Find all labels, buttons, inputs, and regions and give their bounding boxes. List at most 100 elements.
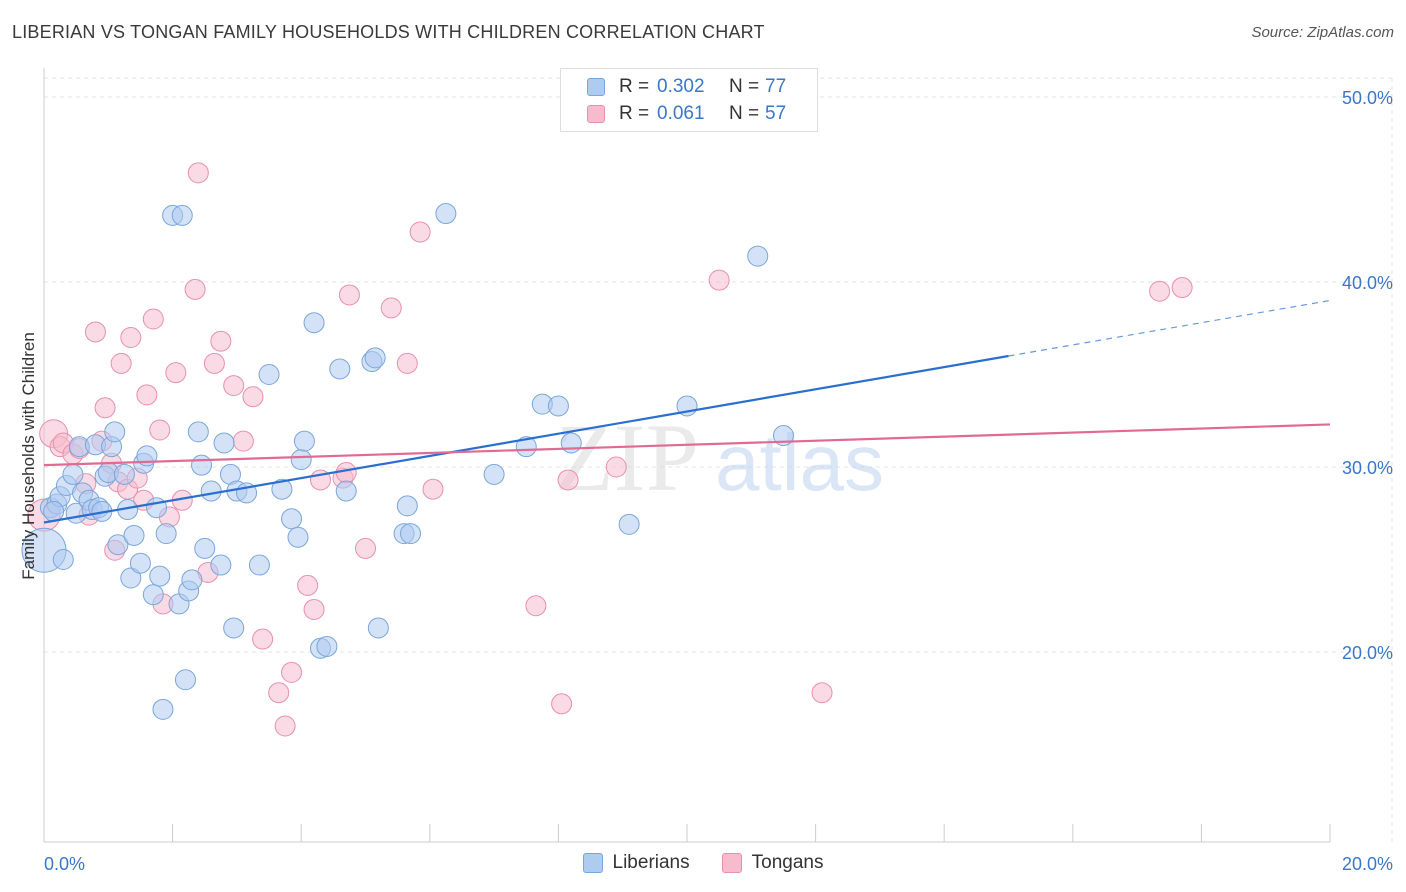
liberian-point-34 bbox=[171, 204, 193, 226]
y-tick-label-3: 50.0% bbox=[1342, 88, 1393, 108]
tongan-r-value: 0.061 bbox=[657, 103, 705, 124]
liberian-point-22 bbox=[120, 567, 142, 589]
liberian-point-39 bbox=[191, 454, 213, 476]
liberian-point-68 bbox=[515, 436, 537, 458]
tongan-point-38 bbox=[297, 574, 319, 596]
liberian-r-label: R = bbox=[619, 76, 650, 97]
x-tick-labels: 0.0% 20.0% bbox=[44, 854, 1393, 874]
tongan-point-21 bbox=[149, 419, 171, 441]
tongan-n-label: N = bbox=[729, 103, 760, 124]
tongan-point-48 bbox=[422, 478, 444, 500]
liberian-n-value: 77 bbox=[765, 76, 787, 97]
watermark: ZIP atlas bbox=[555, 404, 884, 511]
legend-row-liberians: R = 0.302 N = 77 bbox=[587, 75, 786, 99]
tongan-point-36 bbox=[274, 715, 296, 737]
y-axis-label: Family Households with Children bbox=[19, 332, 38, 580]
tongan-point-24 bbox=[165, 362, 187, 384]
y-tick-label-2: 40.0% bbox=[1342, 273, 1393, 293]
liberian-point-20 bbox=[113, 463, 135, 485]
liberian-point-67 bbox=[483, 463, 505, 485]
tongan-point-46 bbox=[396, 352, 418, 374]
tongan-point-47 bbox=[409, 221, 431, 243]
tongan-point-27 bbox=[187, 162, 209, 184]
legend-row-tongans: R = 0.061 N = 57 bbox=[587, 102, 786, 126]
liberian-point-4 bbox=[52, 549, 74, 570]
stats-legend: R = 0.302 N = 77 R = 0.061 N = 57 bbox=[560, 68, 818, 132]
legend-item-tongans: Tongans bbox=[721, 852, 824, 874]
liberian-point-61 bbox=[364, 347, 386, 369]
tongan-point-44 bbox=[355, 537, 376, 559]
liberian-point-35 bbox=[174, 669, 196, 691]
series-legend: Liberians Tongans bbox=[0, 852, 1406, 874]
tongan-point-26 bbox=[184, 278, 206, 300]
liberian-point-71 bbox=[560, 432, 582, 454]
liberian-point-31 bbox=[155, 523, 177, 545]
tongan-point-10 bbox=[94, 397, 116, 419]
liberian-n-label: N = bbox=[729, 76, 760, 97]
tongan-point-8 bbox=[84, 321, 106, 343]
tongan-point-34 bbox=[252, 628, 274, 650]
tongan-point-54 bbox=[811, 682, 833, 704]
tongan-point-33 bbox=[242, 386, 264, 408]
tongan-point-30 bbox=[210, 330, 232, 352]
tongan-point-43 bbox=[338, 284, 360, 306]
watermark-zip: ZIP bbox=[555, 404, 699, 511]
liberian-point-48 bbox=[248, 554, 270, 576]
liberian-point-57 bbox=[316, 635, 338, 657]
tongan-point-31 bbox=[223, 375, 245, 397]
liberian-point-38 bbox=[187, 421, 209, 443]
liberian-r-value: 0.302 bbox=[657, 76, 705, 97]
liberian-point-74 bbox=[747, 245, 769, 267]
liberian-point-76 bbox=[43, 500, 65, 522]
tongan-point-14 bbox=[110, 352, 132, 374]
y-tick-label-0: 20.0% bbox=[1342, 643, 1393, 663]
tongan-point-49 bbox=[525, 595, 547, 617]
tongan-point-50 bbox=[551, 693, 573, 715]
source-label: Source: ZipAtlas.com bbox=[1251, 24, 1394, 41]
liberian-point-40 bbox=[194, 537, 216, 559]
liberian-point-51 bbox=[281, 508, 303, 530]
liberian-point-49 bbox=[258, 364, 280, 385]
liberian-point-6 bbox=[62, 463, 84, 485]
legend-item-liberians: Liberians bbox=[582, 852, 690, 874]
liberian-point-72 bbox=[618, 513, 640, 535]
liberian-points bbox=[21, 203, 794, 720]
tongan-point-51 bbox=[557, 469, 579, 491]
liberian-point-41 bbox=[200, 480, 222, 502]
y-tick-labels: 20.0% 30.0% 40.0% 50.0% bbox=[1342, 88, 1393, 663]
liberian-point-58 bbox=[329, 358, 351, 380]
liberian-point-55 bbox=[303, 312, 325, 334]
tongan-point-29 bbox=[203, 352, 225, 374]
axes bbox=[43, 68, 1331, 843]
liberian-point-23 bbox=[123, 524, 145, 546]
chart-title: LIBERIAN VS TONGAN FAMILY HOUSEHOLDS WIT… bbox=[12, 22, 765, 42]
liberian-point-37 bbox=[181, 569, 203, 591]
liberian-swatch bbox=[587, 78, 605, 96]
liberian-point-50 bbox=[271, 478, 293, 500]
liberian-point-65 bbox=[396, 495, 418, 517]
x-tick-label-0: 0.0% bbox=[44, 854, 85, 874]
liberian-point-59 bbox=[335, 480, 357, 502]
liberian-point-42 bbox=[210, 554, 232, 576]
tongan-point-35 bbox=[268, 682, 290, 704]
liberians-legend-swatch bbox=[582, 853, 603, 873]
liberian-point-52 bbox=[287, 526, 309, 548]
liberian-point-27 bbox=[142, 584, 164, 606]
tongan-point-19 bbox=[136, 384, 158, 406]
tongan-point-20 bbox=[142, 308, 164, 330]
tongan-point-16 bbox=[120, 327, 142, 348]
tongan-point-52 bbox=[605, 456, 627, 478]
tongan-n-value: 57 bbox=[765, 103, 787, 124]
tongan-point-55 bbox=[1149, 280, 1171, 302]
x-tick-label-1: 20.0% bbox=[1342, 854, 1393, 874]
liberian-trend-line bbox=[43, 354, 1009, 524]
tongans-legend-label: Tongans bbox=[751, 852, 824, 873]
liberian-point-70 bbox=[547, 395, 569, 417]
liberian-point-54 bbox=[293, 430, 315, 452]
tongan-point-32 bbox=[232, 430, 254, 452]
liberian-point-43 bbox=[213, 432, 235, 454]
liberian-point-64 bbox=[400, 523, 422, 545]
watermark-atlas: atlas bbox=[715, 418, 884, 507]
tongan-point-45 bbox=[380, 297, 402, 319]
